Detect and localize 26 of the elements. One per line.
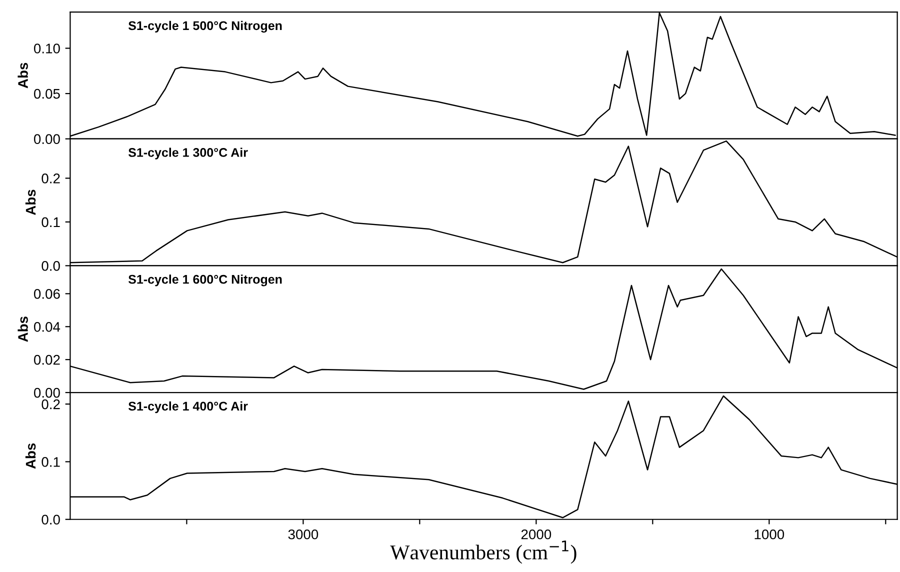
y-tick-label: 0.2 <box>42 174 60 184</box>
y-axis-title: Abs <box>18 62 28 88</box>
y-tick-label: 0.00 <box>34 388 60 398</box>
y-axis-title: Abs <box>18 316 28 342</box>
y-tick-label: 0.1 <box>42 457 60 467</box>
line-series <box>70 268 898 390</box>
y-tick-label: 0.0 <box>42 514 60 525</box>
y-axis-title: Abs <box>25 443 36 469</box>
y-tick-label: 0.04 <box>34 322 60 332</box>
x-axis-title: Wavenumbers (cm$^{−1}$) <box>390 540 576 564</box>
y-tick-label: 0.06 <box>34 289 60 299</box>
y-tick-label: 0.2 <box>42 399 60 410</box>
y-tick-label: 0.0 <box>42 261 60 271</box>
text: S1-cycle 1 300°C Air <box>128 148 248 160</box>
y-axis-title: Abs <box>25 190 36 216</box>
x-tick-label: 1000 <box>754 529 784 540</box>
x-tick-label: 3000 <box>288 529 318 540</box>
y-tick-label: 0.1 <box>42 217 60 228</box>
y-tick-label: 0.02 <box>34 354 60 365</box>
y-tick-label: 0.00 <box>34 134 60 144</box>
text: S1-cycle 1 600°C Nitrogen <box>128 274 282 286</box>
y-tick-label: 0.10 <box>34 44 60 54</box>
y-tick-label: 0.05 <box>34 88 60 99</box>
text: S1-cycle 1 400°C Air <box>128 401 248 414</box>
x-tick-label: 2000 <box>521 529 552 540</box>
text: S1-cycle 1 500°C Nitrogen <box>128 20 282 33</box>
